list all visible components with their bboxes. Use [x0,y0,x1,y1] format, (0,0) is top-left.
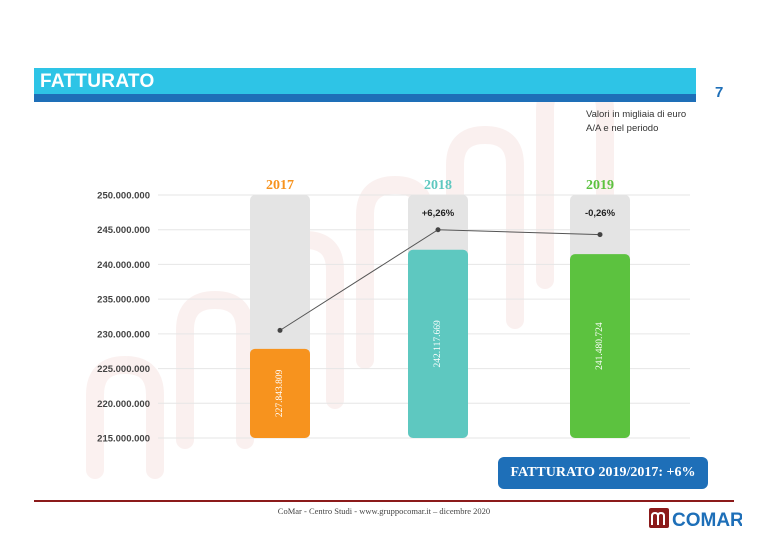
header-underline [34,94,696,102]
category-label: 2017 [266,178,294,193]
y-tick-label: 240.000.000 [97,260,150,271]
header-bar [34,68,696,94]
units-note: Valori in migliaia di euro A/A e nel per… [586,108,686,136]
summary-badge: FATTURATO 2019/2017: +6% [498,457,708,489]
bar-value-label: 242.117.669 [433,320,443,367]
y-tick-label: 215.000.000 [97,434,150,445]
bar [570,254,630,438]
y-tick-label: 245.000.000 [97,225,150,236]
footer-divider [34,500,734,502]
comar-logo-icon: COMAR [649,508,742,530]
summary-label: FATTURATO 2019/2017: +6% [510,465,696,480]
category-label: 2018 [424,178,452,193]
page-number: 7 [715,84,724,101]
category-label: 2019 [586,178,614,193]
y-tick-label: 250.000.000 [97,191,150,202]
trend-point [277,327,283,333]
units-note-line2: A/A e nel periodo [586,123,659,134]
units-note-line1: Valori in migliaia di euro [586,109,687,120]
trend-point [435,227,441,233]
y-tick-label: 235.000.000 [97,295,150,306]
bar-value-label: 241.480.724 [595,322,605,370]
svg-text:COMAR: COMAR [672,510,742,530]
bar [408,249,468,438]
bar-value-label: 227.843.809 [275,369,285,417]
y-tick-label: 220.000.000 [97,399,150,410]
growth-label: -0,26% [585,208,616,219]
trend-point [597,232,603,238]
footer-text: CoMar - Centro Studi - www.gruppocomar.i… [277,506,491,516]
growth-label: +6,26% [422,208,455,219]
y-tick-label: 225.000.000 [97,364,150,375]
y-tick-label: 230.000.000 [97,329,150,340]
bar [250,348,310,438]
page-title: FATTURATO [40,71,155,92]
